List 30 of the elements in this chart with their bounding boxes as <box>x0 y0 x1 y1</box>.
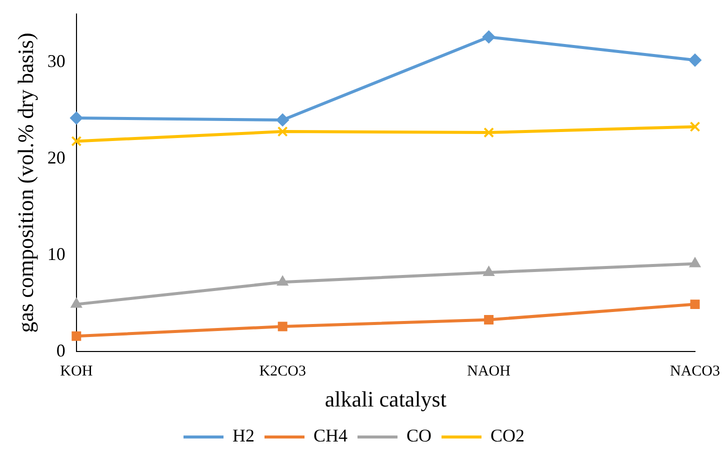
legend-label: CH4 <box>313 426 348 446</box>
point <box>688 54 702 67</box>
point <box>483 266 494 276</box>
x-tick-label: NAOH <box>467 364 511 380</box>
point <box>690 121 700 132</box>
x-tick-label: NACO3 <box>670 364 720 380</box>
y-tick-label: 0 <box>56 340 66 360</box>
x-tick-label: KOH <box>60 364 93 380</box>
x-tick-label: K2CO3 <box>259 364 306 380</box>
point <box>72 331 82 341</box>
point <box>484 315 494 324</box>
point <box>276 113 290 126</box>
legend-label: H2 <box>232 426 254 446</box>
point <box>277 126 288 137</box>
point <box>689 257 701 268</box>
y-tick-label: 20 <box>47 147 66 168</box>
y-axis-title: gas composition (vol.% dry basis) <box>12 32 38 333</box>
point <box>70 112 83 125</box>
y-tick-label: 30 <box>47 50 66 71</box>
x-axis-title: alkali catalyst <box>324 386 446 412</box>
point <box>70 298 82 308</box>
point <box>482 30 496 44</box>
legend-label: CO2 <box>490 426 525 446</box>
y-tick-label: 10 <box>47 244 66 264</box>
point <box>484 127 494 138</box>
point <box>276 276 288 286</box>
point <box>690 300 700 310</box>
point <box>278 322 288 332</box>
point <box>71 136 82 146</box>
legend-label: CO <box>406 426 432 446</box>
